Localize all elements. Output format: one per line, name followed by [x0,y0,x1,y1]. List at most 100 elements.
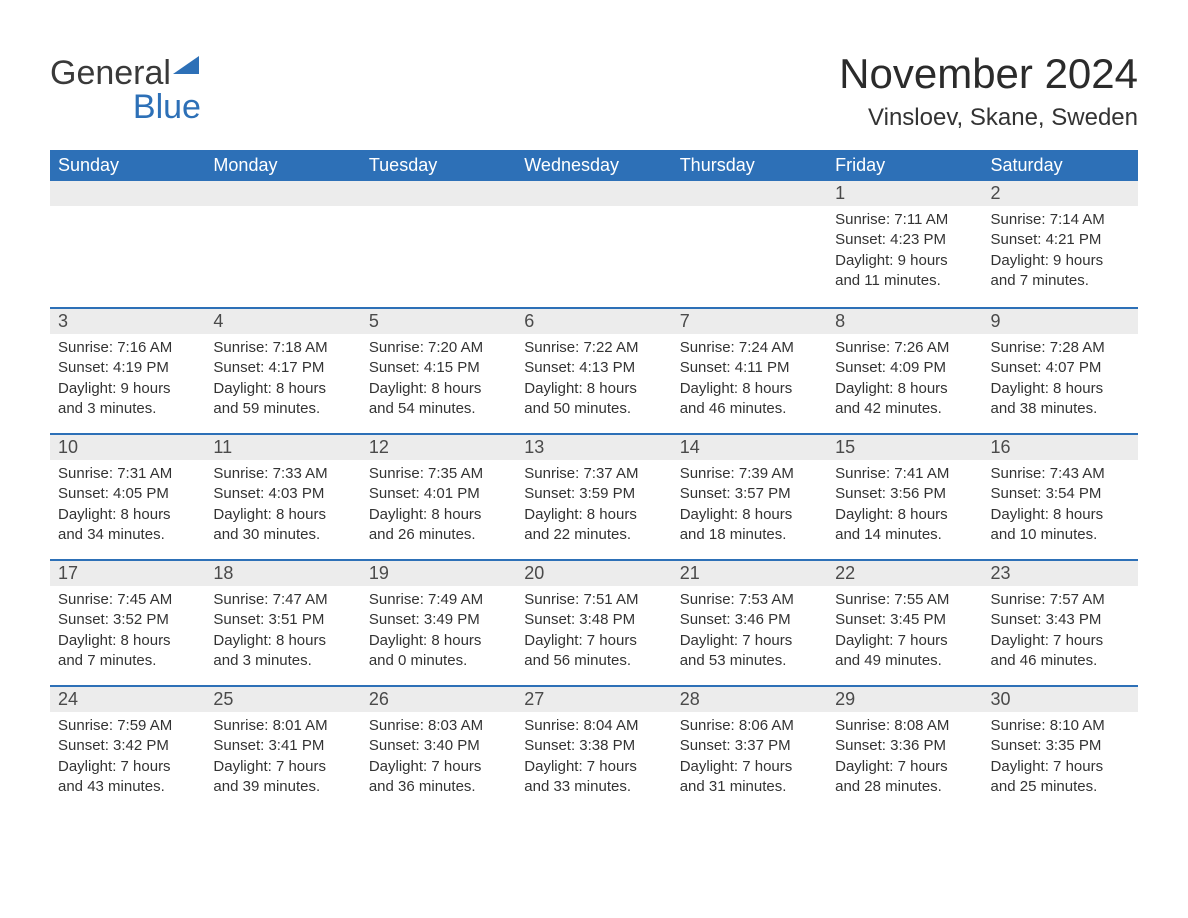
day-sunset: Sunset: 3:35 PM [991,736,1130,756]
day-sunset: Sunset: 4:01 PM [369,484,508,504]
day-number: 13 [516,435,671,460]
day-sunset: Sunset: 3:59 PM [524,484,663,504]
day-day2: and 28 minutes. [835,777,974,797]
day-day2: and 18 minutes. [680,525,819,545]
day-day1: Daylight: 8 hours [524,379,663,399]
day-sunset: Sunset: 4:19 PM [58,358,197,378]
day-day1: Daylight: 7 hours [835,757,974,777]
day-number: 15 [827,435,982,460]
day-day2: and 22 minutes. [524,525,663,545]
day-day1: Daylight: 8 hours [991,505,1130,525]
day-sunrise: Sunrise: 7:57 AM [991,590,1130,610]
day-day1: Daylight: 8 hours [58,505,197,525]
brand-triangle-icon [173,56,201,81]
day-day1: Daylight: 8 hours [524,505,663,525]
daynum-row: 11 [205,433,360,460]
daynum-row: 3 [50,307,205,334]
day-sunset: Sunset: 3:45 PM [835,610,974,630]
calendar-cell: 26Sunrise: 8:03 AMSunset: 3:40 PMDayligh… [361,685,516,811]
day-number: 26 [361,687,516,712]
day-day2: and 25 minutes. [991,777,1130,797]
calendar-cell: 6Sunrise: 7:22 AMSunset: 4:13 PMDaylight… [516,307,671,433]
calendar-week: 1Sunrise: 7:11 AMSunset: 4:23 PMDaylight… [50,181,1138,307]
day-body: Sunrise: 7:39 AMSunset: 3:57 PMDaylight:… [672,460,827,549]
day-day2: and 33 minutes. [524,777,663,797]
day-number: 27 [516,687,671,712]
day-number: 14 [672,435,827,460]
day-day1: Daylight: 8 hours [680,505,819,525]
day-day1: Daylight: 8 hours [213,379,352,399]
daynum-row: 17 [50,559,205,586]
day-sunrise: Sunrise: 7:55 AM [835,590,974,610]
day-body: Sunrise: 7:41 AMSunset: 3:56 PMDaylight:… [827,460,982,549]
calendar-table: Sunday Monday Tuesday Wednesday Thursday… [50,150,1138,811]
day-day2: and 30 minutes. [213,525,352,545]
day-day1: Daylight: 7 hours [524,757,663,777]
day-number: 22 [827,561,982,586]
day-sunrise: Sunrise: 8:06 AM [680,716,819,736]
calendar-cell: 7Sunrise: 7:24 AMSunset: 4:11 PMDaylight… [672,307,827,433]
day-number: 2 [983,181,1138,206]
calendar-cell: 19Sunrise: 7:49 AMSunset: 3:49 PMDayligh… [361,559,516,685]
day-sunrise: Sunrise: 7:43 AM [991,464,1130,484]
day-sunset: Sunset: 4:03 PM [213,484,352,504]
daynum-row: 23 [983,559,1138,586]
day-sunrise: Sunrise: 7:28 AM [991,338,1130,358]
day-number: 4 [205,309,360,334]
day-body: Sunrise: 7:22 AMSunset: 4:13 PMDaylight:… [516,334,671,423]
day-body: Sunrise: 7:20 AMSunset: 4:15 PMDaylight:… [361,334,516,423]
daynum-row: 26 [361,685,516,712]
empty-day [672,181,827,206]
header: General Blue November 2024 Vinsloev, Ska… [50,50,1138,132]
day-number: 5 [361,309,516,334]
calendar-cell [361,181,516,307]
day-day1: Daylight: 8 hours [213,505,352,525]
calendar-header-row: Sunday Monday Tuesday Wednesday Thursday… [50,150,1138,181]
day-sunset: Sunset: 3:42 PM [58,736,197,756]
day-sunrise: Sunrise: 7:11 AM [835,210,974,230]
brand-word1: General [50,54,171,92]
calendar-cell [50,181,205,307]
day-sunrise: Sunrise: 8:03 AM [369,716,508,736]
day-body: Sunrise: 7:16 AMSunset: 4:19 PMDaylight:… [50,334,205,423]
day-number: 10 [50,435,205,460]
day-sunrise: Sunrise: 7:51 AM [524,590,663,610]
day-day2: and 46 minutes. [680,399,819,419]
daynum-row: 12 [361,433,516,460]
day-sunrise: Sunrise: 7:41 AM [835,464,974,484]
day-body: Sunrise: 8:10 AMSunset: 3:35 PMDaylight:… [983,712,1138,801]
calendar-cell: 30Sunrise: 8:10 AMSunset: 3:35 PMDayligh… [983,685,1138,811]
calendar-cell [672,181,827,307]
day-day1: Daylight: 8 hours [213,631,352,651]
daynum-row: 8 [827,307,982,334]
day-day1: Daylight: 8 hours [835,505,974,525]
day-day2: and 36 minutes. [369,777,508,797]
title-block: November 2024 Vinsloev, Skane, Sweden [839,50,1138,132]
daynum-row: 24 [50,685,205,712]
day-day1: Daylight: 9 hours [991,251,1130,271]
day-day1: Daylight: 7 hours [991,631,1130,651]
day-sunset: Sunset: 3:41 PM [213,736,352,756]
day-body: Sunrise: 7:47 AMSunset: 3:51 PMDaylight:… [205,586,360,675]
day-day2: and 7 minutes. [58,651,197,671]
calendar-cell: 12Sunrise: 7:35 AMSunset: 4:01 PMDayligh… [361,433,516,559]
calendar-cell: 13Sunrise: 7:37 AMSunset: 3:59 PMDayligh… [516,433,671,559]
day-body: Sunrise: 7:24 AMSunset: 4:11 PMDaylight:… [672,334,827,423]
day-sunrise: Sunrise: 7:31 AM [58,464,197,484]
day-body: Sunrise: 7:55 AMSunset: 3:45 PMDaylight:… [827,586,982,675]
day-body: Sunrise: 7:28 AMSunset: 4:07 PMDaylight:… [983,334,1138,423]
day-sunset: Sunset: 3:43 PM [991,610,1130,630]
calendar-cell [516,181,671,307]
day-body: Sunrise: 7:59 AMSunset: 3:42 PMDaylight:… [50,712,205,801]
calendar-cell [205,181,360,307]
calendar-cell: 22Sunrise: 7:55 AMSunset: 3:45 PMDayligh… [827,559,982,685]
day-body: Sunrise: 7:49 AMSunset: 3:49 PMDaylight:… [361,586,516,675]
day-sunrise: Sunrise: 7:39 AM [680,464,819,484]
day-number: 7 [672,309,827,334]
day-day2: and 56 minutes. [524,651,663,671]
day-sunset: Sunset: 4:09 PM [835,358,974,378]
day-day2: and 39 minutes. [213,777,352,797]
day-sunset: Sunset: 3:52 PM [58,610,197,630]
day-sunrise: Sunrise: 8:10 AM [991,716,1130,736]
day-number: 1 [827,181,982,206]
